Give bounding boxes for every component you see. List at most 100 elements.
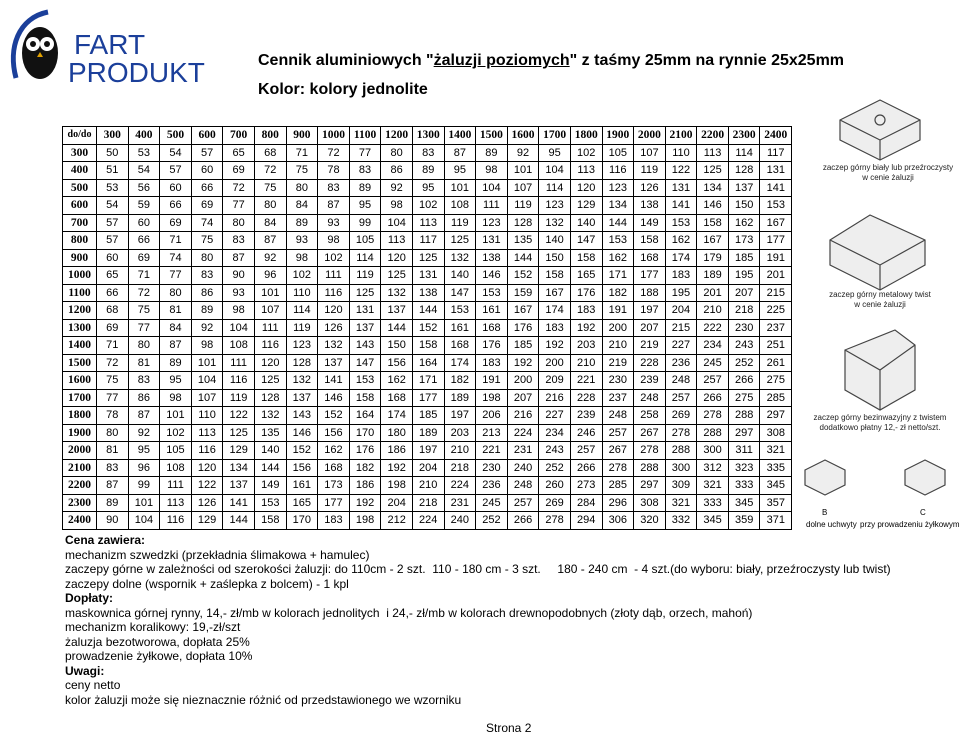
price-cell: 152 (285, 441, 319, 460)
price-cell: 80 (253, 196, 287, 215)
caption: zaczep górny biały lub przeźroczysty w ce… (808, 163, 960, 183)
table-row: 1200 68 75 81 89 98 107 114 120 131 137 144 153 161 16… (62, 301, 793, 320)
price-cell: 297 (759, 406, 793, 425)
price-cell: 182 (348, 458, 382, 477)
price-cell: 95 (348, 196, 382, 215)
price-cell: 77 (159, 266, 192, 285)
price-cell: 128 (727, 161, 761, 180)
price-cell: 123 (475, 213, 508, 232)
price-cell: 141 (222, 493, 255, 512)
price-cell: 120 (317, 301, 350, 320)
price-cell: 227 (664, 336, 698, 355)
price-cell: 185 (506, 336, 540, 355)
column-header: 1100 (348, 126, 382, 145)
price-cell: 137 (348, 318, 382, 337)
price-cell: 297 (727, 423, 761, 442)
price-cell: 51 (96, 161, 129, 180)
price-cell: 137 (380, 301, 413, 320)
price-cell: 278 (664, 423, 698, 442)
price-cell: 257 (506, 493, 540, 512)
price-cell: 149 (253, 476, 287, 495)
price-cell: 230 (475, 458, 508, 477)
price-cell: 227 (538, 406, 571, 425)
price-cell: 200 (506, 371, 540, 390)
price-cell: 189 (411, 423, 445, 442)
price-cell: 153 (443, 301, 477, 320)
price-cell: 134 (222, 458, 255, 477)
price-cell: 116 (601, 161, 635, 180)
price-cell: 119 (506, 196, 540, 215)
price-cell: 260 (538, 476, 571, 495)
caption: dolne uchwyty (806, 520, 857, 529)
price-cell: 321 (664, 493, 698, 512)
price-cell: 183 (569, 301, 603, 320)
price-cell: 105 (601, 143, 635, 162)
price-cell: 203 (569, 336, 603, 355)
row-header: 300 (62, 143, 97, 162)
price-cell: 89 (411, 161, 445, 180)
price-cell: 165 (285, 493, 319, 512)
price-cell: 54 (159, 143, 192, 162)
header-row: do/do 300 400 500 600 700 800 900 1000 1100 1200 13… (62, 126, 793, 145)
price-cell: 104 (190, 371, 224, 390)
price-cell: 80 (127, 336, 161, 355)
column-header: 1000 (317, 126, 350, 145)
price-cell: 312 (696, 458, 729, 477)
price-cell: 165 (569, 266, 603, 285)
price-cell: 53 (96, 178, 129, 197)
table-row: 1300 69 77 84 92 104 111 119 126 137 144 152 161 168 1… (62, 318, 793, 337)
price-cell: 89 (190, 301, 224, 320)
price-cell: 218 (727, 301, 761, 320)
price-cell: 285 (759, 388, 793, 407)
price-cell: 191 (601, 301, 635, 320)
price-cell: 278 (601, 458, 635, 477)
price-cell: 257 (664, 388, 698, 407)
price-cell: 108 (443, 196, 477, 215)
price-cell: 78 (96, 406, 129, 425)
price-cell: 110 (285, 283, 319, 302)
price-cell: 158 (253, 511, 287, 530)
price-cell: 89 (475, 143, 508, 162)
price-cell: 107 (506, 178, 540, 197)
price-cell: 167 (538, 283, 571, 302)
price-cell: 149 (633, 213, 666, 232)
price-cell: 332 (664, 511, 698, 530)
price-cell: 95 (443, 161, 477, 180)
price-cell: 72 (222, 178, 255, 197)
price-cell: 275 (759, 371, 793, 390)
price-cell: 371 (759, 511, 793, 530)
price-cell: 96 (253, 266, 287, 285)
price-cell: 119 (222, 388, 255, 407)
price-cell: 141 (759, 178, 793, 197)
price-cell: 171 (601, 266, 635, 285)
price-cell: 252 (727, 353, 761, 372)
price-cell: 83 (317, 178, 350, 197)
price-cell: 135 (253, 423, 287, 442)
price-cell: 207 (633, 318, 666, 337)
price-cell: 81 (159, 301, 192, 320)
price-cell: 66 (159, 196, 192, 215)
row-header: 2100 (62, 458, 97, 477)
price-cell: 84 (285, 196, 319, 215)
price-cell: 267 (633, 423, 666, 442)
price-cell: 207 (506, 388, 540, 407)
price-cell: 117 (759, 143, 793, 162)
price-cell: 86 (190, 283, 224, 302)
price-cell: 231 (443, 493, 477, 512)
price-cell: 129 (222, 441, 255, 460)
price-cell: 224 (443, 476, 477, 495)
price-cell: 71 (127, 266, 161, 285)
price-cell: 210 (696, 301, 729, 320)
price-cell: 89 (96, 493, 129, 512)
price-cell: 359 (727, 511, 761, 530)
price-cell: 92 (127, 423, 161, 442)
price-cell: 66 (127, 231, 161, 250)
price-cell: 110 (664, 143, 698, 162)
price-cell: 83 (96, 458, 129, 477)
price-cell: 57 (96, 213, 129, 232)
price-cell: 156 (285, 458, 319, 477)
caption-line: zaczep górny bezinwazyjny z twistem (813, 413, 947, 422)
price-cell: 137 (285, 388, 319, 407)
price-cell: 93 (317, 213, 350, 232)
price-cell: 86 (127, 388, 161, 407)
